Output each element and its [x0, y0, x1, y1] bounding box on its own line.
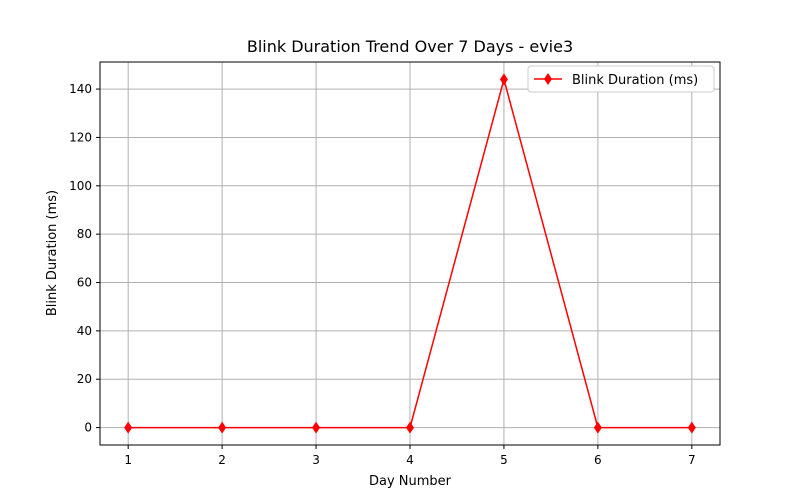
x-tick-label: 2 — [218, 453, 226, 467]
data-point-marker — [406, 421, 414, 434]
y-tick-label: 40 — [77, 324, 92, 338]
data-point-marker — [218, 421, 227, 434]
legend-marker-icon — [544, 73, 552, 85]
legend-label: Blink Duration (ms) — [572, 73, 698, 88]
y-tick-label: 0 — [84, 421, 92, 435]
legend: Blink Duration (ms) — [527, 65, 715, 93]
data-point-marker — [312, 421, 321, 434]
x-tick-label: 3 — [312, 453, 320, 467]
series-layer — [124, 73, 696, 434]
data-point-marker — [499, 73, 508, 86]
x-tick-label: 7 — [688, 453, 696, 467]
x-tick-label: 4 — [406, 453, 414, 467]
x-tick-label: 6 — [594, 453, 602, 467]
legend-box — [527, 65, 715, 93]
data-point-marker — [687, 421, 696, 434]
y-tick-label: 140 — [69, 82, 92, 96]
y-tick-label: 120 — [69, 130, 92, 144]
y-tick-label: 60 — [77, 276, 92, 290]
y-tick-label: 80 — [77, 227, 92, 241]
x-axis-label: Day Number — [369, 474, 452, 489]
x-tick-label: 5 — [500, 453, 508, 467]
data-point-marker — [124, 421, 133, 434]
ticks: 1 2 3 4 5 6 7 0 20 40 60 80 100 120 140 — [69, 82, 696, 467]
x-tick-label: 1 — [124, 453, 132, 467]
y-axis-label: Blink Duration (ms) — [45, 190, 60, 316]
chart-title: Blink Duration Trend Over 7 Days - evie3 — [247, 37, 573, 56]
y-tick-label: 20 — [77, 372, 92, 386]
y-tick-label: 100 — [69, 179, 92, 193]
data-point-marker — [593, 421, 602, 434]
